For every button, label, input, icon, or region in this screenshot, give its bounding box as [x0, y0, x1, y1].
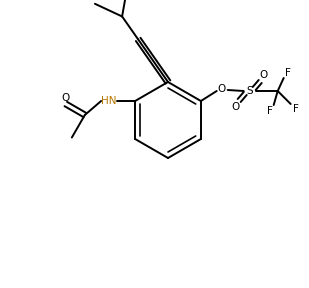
Text: F: F	[285, 68, 291, 78]
Text: F: F	[293, 104, 298, 114]
Text: O: O	[231, 102, 240, 112]
Text: F: F	[267, 106, 273, 116]
Text: HN: HN	[101, 96, 117, 106]
Text: S: S	[246, 86, 253, 96]
Text: O: O	[62, 93, 70, 103]
Text: O: O	[218, 84, 226, 94]
Text: O: O	[260, 70, 268, 80]
